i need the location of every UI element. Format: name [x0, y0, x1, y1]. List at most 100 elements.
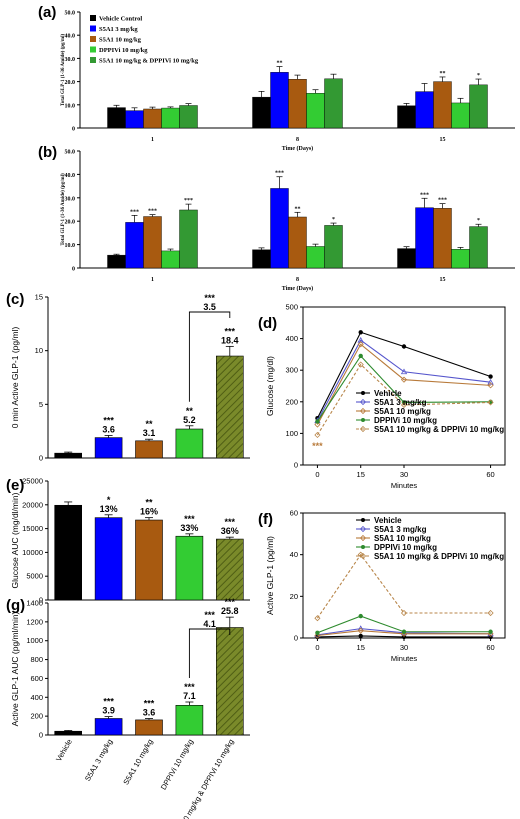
- legend-label: S5A1 3 mg/kg: [99, 26, 138, 33]
- series-line: [316, 339, 491, 422]
- bracket-fold-label: 4.1: [203, 619, 216, 629]
- fold-change-label: 3.6: [143, 708, 156, 718]
- fold-change-label: 3.6: [102, 424, 115, 434]
- series-line: [316, 355, 491, 422]
- bar: [54, 730, 83, 736]
- data-point: [400, 376, 408, 383]
- bar: [179, 105, 198, 129]
- y-tick-label: 25000: [22, 477, 43, 486]
- y-tick-label: 200: [30, 712, 43, 721]
- y-tick-label: 1200: [26, 617, 43, 626]
- y-tick-label: 5: [39, 400, 43, 409]
- y-tick-label: 10.0: [65, 103, 76, 109]
- significance-label: ***: [130, 209, 139, 215]
- y-tick-label: 200: [285, 397, 298, 406]
- y-tick-label: 40.0: [65, 173, 76, 179]
- legend-label: DPPIVi 10 mg/kg: [374, 543, 437, 552]
- x-tick-label: 30: [400, 643, 408, 652]
- bar: [216, 627, 244, 736]
- significance-label: *: [477, 73, 480, 79]
- y-tick-label: 600: [30, 674, 43, 683]
- bar: [179, 209, 198, 269]
- y-tick-label: 20: [290, 592, 298, 601]
- data-point: [488, 629, 493, 634]
- y-tick-label: 60: [290, 509, 298, 518]
- fold-change-label: 25.8: [221, 606, 239, 616]
- legend-marker: [361, 545, 365, 549]
- data-point: [488, 634, 493, 640]
- x-tick-label: 15: [357, 470, 365, 479]
- legend-marker: [359, 425, 367, 433]
- data-point: [358, 633, 363, 639]
- bar: [252, 96, 271, 129]
- significance-label: ***: [184, 198, 193, 204]
- legend-label: S5A1 10 mg/kg & DPPIVi 10 mg/kg: [99, 58, 199, 65]
- panel-label-e: (e): [6, 477, 24, 494]
- data-point: [488, 374, 493, 379]
- bar: [324, 78, 343, 129]
- bar: [451, 102, 470, 129]
- legend-marker: [359, 398, 367, 406]
- significance-label: **: [186, 406, 194, 416]
- y-tick-label: 0: [72, 127, 75, 133]
- data-point: [314, 632, 321, 639]
- y-tick-label: 100: [285, 429, 298, 438]
- y-tick-label: 20000: [22, 500, 43, 509]
- bar: [397, 105, 416, 129]
- x-tick-label: 15: [357, 643, 365, 652]
- data-point: [400, 609, 408, 617]
- significance-label: ***: [275, 171, 284, 177]
- x-tick-label: 30: [400, 470, 408, 479]
- data-point: [314, 615, 321, 622]
- data-point: [487, 399, 494, 406]
- significance-label: ***: [312, 441, 323, 451]
- x-tick-label: 60: [486, 643, 494, 652]
- bar: [252, 249, 271, 269]
- panel-label-f: (f): [258, 511, 273, 528]
- data-point: [487, 382, 494, 389]
- y-tick-label: 10000: [22, 548, 43, 557]
- x-tick-label: 15: [440, 137, 446, 143]
- legend-label: S5A1 10 mg/kg: [374, 407, 431, 416]
- y-axis-title: Glucose (mg/dl): [265, 356, 275, 416]
- legend-marker: [359, 534, 367, 542]
- bar: [469, 84, 488, 129]
- x-tick-label: 0: [315, 470, 319, 479]
- legend-label: DPPIVi 10 mg/kg: [374, 416, 437, 425]
- bar: [161, 250, 180, 269]
- significance-label: ***: [103, 697, 114, 707]
- y-tick-label: 0: [72, 267, 75, 273]
- x-tick-label: S5A1 10 mg/kg: [121, 738, 154, 787]
- y-axis-title: Total GLP-1 (1-36 Amide) (pg/ml): [61, 34, 66, 107]
- significance-label: ***: [103, 415, 114, 425]
- x-axis-title: Time (Days): [282, 145, 313, 152]
- chart-panel-d: 0 100 200 300 400 500 Glucose (mg/dl) 0 15 30 60 Mi…: [265, 303, 506, 490]
- y-tick-label: 400: [285, 334, 298, 343]
- y-axis-title: Active GLP-1 (pg/ml): [265, 536, 275, 615]
- x-tick-label: Vehicle: [54, 738, 74, 763]
- y-tick-label: 0: [294, 634, 298, 643]
- bar: [175, 535, 204, 601]
- y-tick-label: 0: [294, 461, 298, 470]
- y-tick-label: 1000: [26, 636, 43, 645]
- bar: [135, 440, 163, 459]
- fold-change-label: 5.2: [183, 415, 196, 425]
- legend-label: S5A1 10 mg/kg: [374, 534, 431, 543]
- data-point: [315, 419, 320, 424]
- legend-swatch: [90, 46, 96, 53]
- bar: [125, 222, 144, 269]
- bar: [306, 246, 325, 269]
- bar: [415, 91, 434, 129]
- panel-label-g: (g): [6, 597, 25, 614]
- bar: [433, 81, 452, 129]
- legend-label: S5A1 10 mg/kg & DPPIVi 10 mg/kg: [374, 425, 504, 434]
- data-point: [358, 613, 363, 619]
- x-tick-label: 8: [296, 137, 299, 143]
- x-tick-label: 8: [296, 277, 299, 283]
- bar: [433, 208, 452, 269]
- panel-label-c: (c): [6, 291, 24, 308]
- legend-label: DPPIVi 10 mg/kg: [99, 47, 148, 54]
- bar: [415, 207, 434, 269]
